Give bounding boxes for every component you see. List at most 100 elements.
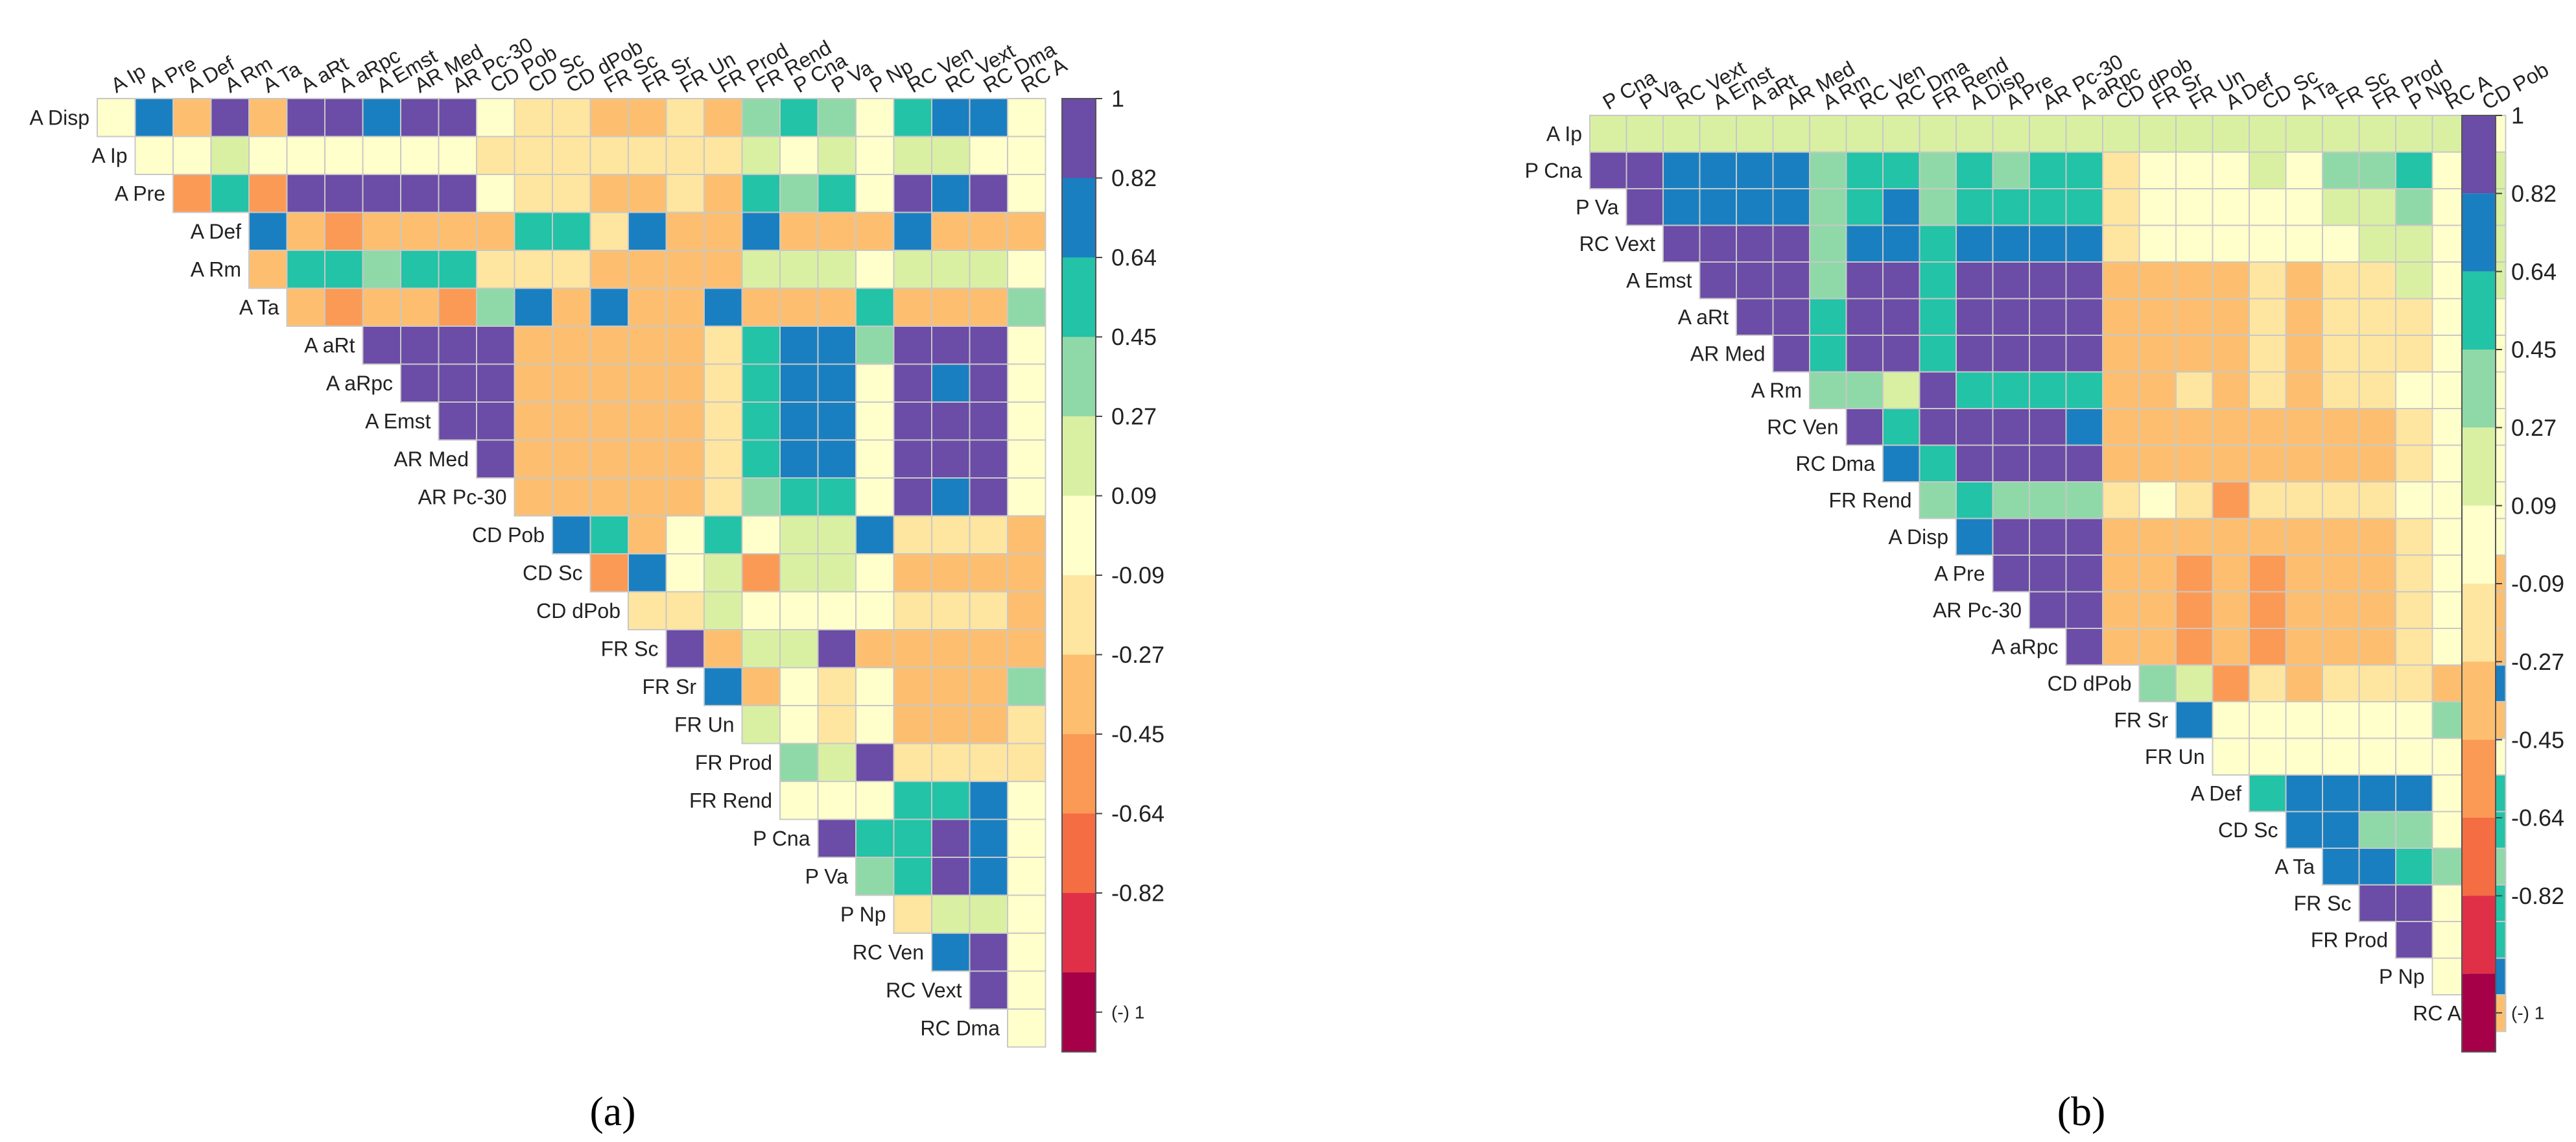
heatmap-cell bbox=[1809, 335, 1847, 373]
heatmap-cell bbox=[703, 401, 743, 441]
heatmap-cell bbox=[476, 439, 515, 479]
heatmap-cell bbox=[2138, 298, 2177, 336]
heatmap-cell bbox=[665, 98, 705, 137]
heatmap-cell bbox=[1809, 298, 1847, 336]
heatmap-cell bbox=[589, 136, 629, 175]
heatmap-cell bbox=[1882, 371, 1920, 409]
heatmap-cell bbox=[893, 136, 932, 175]
heatmap-cell bbox=[438, 98, 477, 137]
heatmap-cell bbox=[1007, 591, 1046, 630]
heatmap-cell bbox=[2395, 921, 2433, 959]
row-label: A aRpc bbox=[326, 372, 393, 395]
colorbar-tick-label: -0.27 bbox=[2511, 648, 2564, 675]
heatmap-cell bbox=[2029, 371, 2067, 409]
row-label: FR Sr bbox=[2114, 708, 2168, 732]
heatmap-cell bbox=[893, 591, 932, 630]
heatmap-cell bbox=[476, 174, 515, 213]
heatmap-cell bbox=[400, 211, 440, 251]
heatmap-cell bbox=[1809, 188, 1847, 226]
heatmap-cell bbox=[2322, 188, 2360, 226]
heatmap-cell bbox=[1956, 115, 1994, 153]
heatmap-cell bbox=[2358, 517, 2396, 556]
heatmap-cell bbox=[1625, 188, 1664, 226]
heatmap-cell bbox=[2285, 188, 2323, 226]
heatmap-cell bbox=[893, 174, 932, 213]
heatmap-cell bbox=[2138, 591, 2177, 629]
heatmap-cell bbox=[2065, 335, 2103, 373]
heatmap-cell bbox=[438, 287, 477, 327]
heatmap-cell bbox=[1007, 174, 1046, 213]
heatmap-cell bbox=[893, 743, 932, 782]
heatmap-cell bbox=[2029, 444, 2067, 482]
row-label: P Cna bbox=[753, 827, 810, 850]
colorbar-tick-label: 0.09 bbox=[2511, 492, 2557, 519]
heatmap-cell bbox=[703, 174, 743, 213]
heatmap-cell bbox=[741, 211, 781, 251]
heatmap-cell bbox=[2358, 371, 2396, 409]
heatmap-cell bbox=[589, 477, 629, 517]
heatmap-cell bbox=[514, 287, 553, 327]
heatmap-cell bbox=[589, 250, 629, 289]
heatmap-cell bbox=[1007, 211, 1046, 251]
heatmap-cell bbox=[741, 705, 781, 744]
heatmap-cell bbox=[779, 667, 819, 706]
heatmap-cell bbox=[969, 894, 1008, 934]
heatmap-cell bbox=[893, 781, 932, 820]
heatmap-cell bbox=[628, 363, 667, 403]
heatmap-cell bbox=[1007, 363, 1046, 403]
row-label: A Ta bbox=[2275, 855, 2315, 878]
heatmap-cell bbox=[2322, 481, 2360, 519]
heatmap-cell bbox=[1772, 335, 1810, 373]
heatmap-cell bbox=[931, 250, 971, 289]
heatmap-cell bbox=[969, 743, 1008, 782]
heatmap-cell bbox=[2212, 115, 2250, 153]
heatmap-cell bbox=[931, 477, 971, 517]
heatmap-cell bbox=[2029, 335, 2067, 373]
heatmap-cell bbox=[703, 439, 743, 479]
heatmap-cell bbox=[2029, 554, 2067, 593]
colorbar-swatch bbox=[1062, 178, 1096, 257]
heatmap-cell bbox=[1882, 224, 1920, 263]
heatmap-cell bbox=[1007, 970, 1046, 1010]
heatmap-cell bbox=[703, 363, 743, 403]
heatmap-cell bbox=[2395, 701, 2433, 739]
heatmap-cell bbox=[2212, 701, 2250, 739]
heatmap-cell bbox=[703, 553, 743, 593]
heatmap-cell bbox=[931, 211, 971, 251]
heatmap-cell bbox=[1007, 401, 1046, 441]
heatmap-cell bbox=[2322, 701, 2360, 739]
colorbar-swatch bbox=[1062, 972, 1096, 1052]
heatmap-cell bbox=[2322, 151, 2360, 189]
row-label: A Ip bbox=[1546, 122, 1582, 145]
row-label: RC Vext bbox=[886, 979, 962, 1002]
heatmap-cell bbox=[1625, 115, 1664, 153]
heatmap-cell bbox=[931, 933, 971, 972]
heatmap-cell bbox=[817, 818, 857, 858]
heatmap-cell bbox=[2102, 628, 2140, 666]
heatmap-cell bbox=[628, 250, 667, 289]
heatmap-cell bbox=[893, 98, 932, 137]
row-label: CD dPob bbox=[2048, 672, 2132, 695]
heatmap-cell bbox=[855, 326, 895, 365]
row-label: FR Sc bbox=[2294, 892, 2352, 915]
colorbar-tick-label: 1 bbox=[2511, 102, 2524, 129]
heatmap-cell bbox=[665, 629, 705, 669]
heatmap-cell bbox=[589, 515, 629, 554]
heatmap-cell bbox=[1007, 553, 1046, 593]
row-label: P Np bbox=[2379, 965, 2425, 988]
heatmap-cell bbox=[514, 477, 553, 517]
heatmap-cell bbox=[855, 174, 895, 213]
row-label: CD dPob bbox=[536, 599, 620, 623]
heatmap-cell bbox=[931, 98, 971, 137]
heatmap-cell bbox=[1736, 224, 1774, 263]
row-label: A Ip bbox=[91, 144, 127, 167]
colorbar-tick-label: 1 bbox=[1111, 86, 1124, 112]
heatmap-cell bbox=[931, 515, 971, 554]
heatmap-cell bbox=[628, 591, 667, 630]
heatmap-cell bbox=[1919, 335, 1957, 373]
heatmap-cell bbox=[1956, 151, 1994, 189]
heatmap-cell bbox=[628, 477, 667, 517]
heatmap-cell bbox=[476, 326, 515, 365]
heatmap-cell bbox=[2358, 884, 2396, 922]
heatmap-cell bbox=[2212, 481, 2250, 519]
